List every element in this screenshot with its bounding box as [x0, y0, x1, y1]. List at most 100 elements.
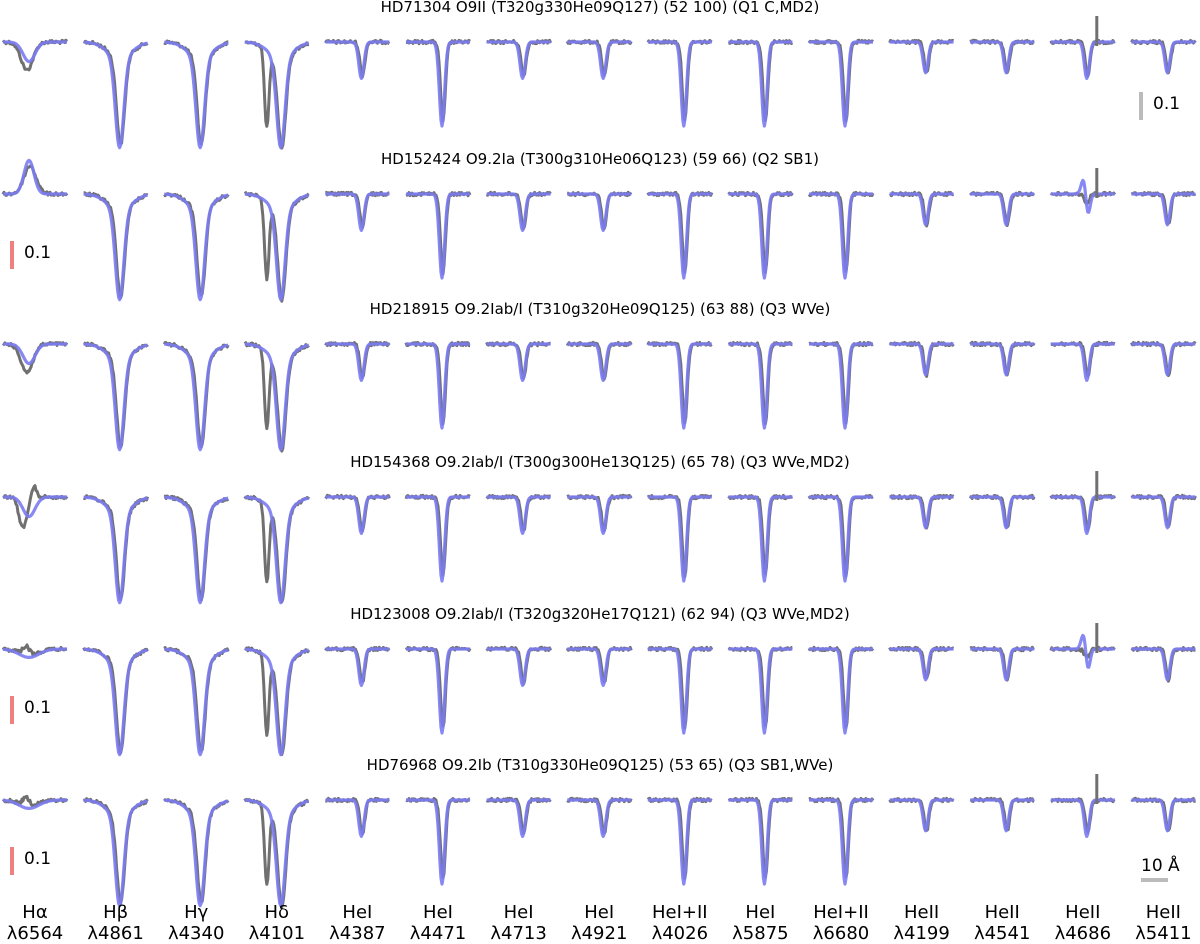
- model-spectrum: [83, 342, 149, 452]
- model-spectrum: [324, 342, 390, 382]
- model-spectrum: [405, 192, 471, 280]
- column-label: Hβ λ4861: [76, 902, 156, 944]
- wavelength-scale-label: 10 Å: [1141, 856, 1180, 876]
- model-spectrum: [163, 342, 229, 452]
- model-spectrum: [647, 192, 713, 280]
- model-spectrum: [647, 495, 713, 583]
- model-spectrum: [163, 40, 229, 150]
- model-spectrum: [405, 495, 471, 583]
- model-spectrum: [2, 342, 68, 366]
- line-name: Hδ: [264, 902, 290, 923]
- model-spectrum: [1130, 647, 1196, 682]
- line-wavelength: λ4686: [1054, 923, 1112, 944]
- column-label: Hγ λ4340: [156, 902, 236, 944]
- model-spectrum: [889, 40, 955, 75]
- model-spectrum: [324, 647, 390, 687]
- line-wavelength: λ4471: [409, 923, 467, 944]
- model-spectrum: [1130, 798, 1196, 833]
- column-label: HeI+II λ6680: [801, 902, 881, 944]
- model-spectrum: [566, 192, 632, 232]
- model-spectrum: [1050, 178, 1116, 214]
- model-spectrum: [1050, 495, 1116, 535]
- model-spectrum: [244, 495, 310, 605]
- model-spectrum: [889, 342, 955, 377]
- column-label: HeII λ4686: [1043, 902, 1123, 944]
- model-spectrum: [727, 798, 793, 886]
- model-spectrum: [647, 40, 713, 128]
- column-label: HeII λ5411: [1123, 902, 1200, 944]
- column-label: HeI λ4387: [317, 902, 397, 944]
- flux-scale-label: 0.1: [1153, 94, 1181, 114]
- model-spectrum: [1130, 192, 1196, 227]
- flux-scale-label: 0.1: [24, 243, 52, 263]
- model-spectrum: [889, 192, 955, 227]
- row-title: HD76968 O9.2Ib (T310g330He09Q125) (53 65…: [366, 756, 834, 774]
- model-spectrum: [1050, 40, 1116, 80]
- model-spectrum: [2, 798, 68, 810]
- model-spectrum: [2, 40, 68, 64]
- model-spectrum: [969, 647, 1035, 682]
- model-spectrum: [244, 647, 310, 757]
- row-title: HD154368 O9.2Iab/I (T300g300He13Q125) (6…: [350, 453, 850, 471]
- model-spectrum: [244, 192, 310, 302]
- model-spectrum: [808, 647, 874, 735]
- model-spectrum: [1130, 40, 1196, 75]
- line-wavelength: λ4199: [893, 923, 950, 944]
- model-spectrum: [2, 495, 68, 519]
- row-title: HD152424 O9.2Ia (T300g310He06Q123) (59 6…: [381, 150, 819, 168]
- line-name: HeII: [1065, 902, 1101, 923]
- model-spectrum: [324, 798, 390, 838]
- model-spectrum: [1050, 798, 1116, 838]
- column-label: HeI+II λ4026: [640, 902, 720, 944]
- model-spectrum: [486, 647, 552, 687]
- column-label: HeI λ4471: [398, 902, 478, 944]
- model-spectrum: [83, 495, 149, 605]
- line-name: HeI: [745, 902, 776, 923]
- model-spectrum: [727, 40, 793, 128]
- model-spectrum: [486, 495, 552, 535]
- model-spectrum: [163, 192, 229, 302]
- model-spectrum: [566, 798, 632, 838]
- model-spectrum: [969, 40, 1035, 75]
- column-label: HeII λ4541: [962, 902, 1042, 944]
- line-name: HeI: [584, 902, 615, 923]
- model-spectrum: [244, 798, 310, 908]
- model-spectrum: [1130, 495, 1196, 530]
- model-spectrum: [566, 647, 632, 687]
- model-spectrum: [163, 798, 229, 908]
- line-name: HeII: [1145, 902, 1181, 923]
- model-spectrum: [486, 798, 552, 838]
- model-spectrum: [647, 647, 713, 735]
- line-wavelength: λ4026: [651, 923, 709, 944]
- column-label: Hδ λ4101: [237, 902, 317, 944]
- model-spectrum: [808, 40, 874, 128]
- model-spectrum: [163, 647, 229, 757]
- model-spectrum: [969, 798, 1035, 833]
- model-spectrum: [969, 342, 1035, 377]
- line-name: HeI+II: [651, 902, 708, 923]
- model-spectrum: [486, 40, 552, 80]
- line-wavelength: λ4921: [570, 923, 628, 944]
- model-spectrum: [486, 192, 552, 232]
- model-spectrum: [727, 647, 793, 735]
- line-wavelength: λ4340: [167, 923, 225, 944]
- line-wavelength: λ6564: [6, 923, 64, 944]
- model-spectrum: [2, 647, 68, 659]
- model-spectrum: [889, 495, 955, 530]
- model-spectrum: [727, 342, 793, 430]
- model-spectrum: [727, 192, 793, 280]
- line-name: HeII: [984, 902, 1020, 923]
- column-label: HeI λ5875: [720, 902, 800, 944]
- model-spectrum: [83, 647, 149, 757]
- model-spectrum: [808, 495, 874, 583]
- model-spectrum: [889, 798, 955, 833]
- flux-scale-label: 0.1: [24, 698, 52, 718]
- model-spectrum: [2, 158, 68, 196]
- model-spectrum: [647, 798, 713, 886]
- model-spectrum: [566, 495, 632, 535]
- model-spectrum: [163, 495, 229, 605]
- model-spectrum: [808, 342, 874, 430]
- model-spectrum: [969, 495, 1035, 530]
- line-name: HeI: [503, 902, 534, 923]
- model-spectrum: [83, 40, 149, 150]
